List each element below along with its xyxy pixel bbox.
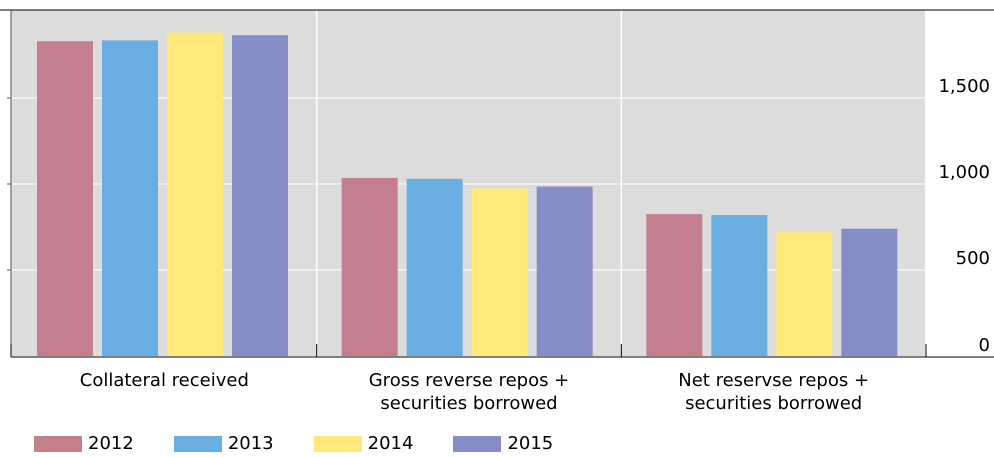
legend-label: 2015 xyxy=(507,433,554,454)
legend-item-2014: 2014 xyxy=(313,433,414,455)
y-tick-label: 0 xyxy=(979,335,990,356)
category-label: Net reservse repos + xyxy=(678,370,869,391)
plot-area xyxy=(11,10,925,356)
x-axis xyxy=(0,9,994,358)
gridlines xyxy=(11,10,925,356)
bar-2013-cat-3 xyxy=(711,214,768,356)
legend-label: 2013 xyxy=(227,433,274,454)
category-label: Collateral received xyxy=(80,370,249,391)
bar-2013-cat-2 xyxy=(406,178,463,356)
legend-item-2012: 2012 xyxy=(34,433,134,455)
bar-2014-cat-3 xyxy=(776,232,833,356)
category-label: securities borrowed xyxy=(685,393,862,414)
bar-2012-cat-3 xyxy=(646,214,703,356)
legend-label: 2014 xyxy=(367,433,414,454)
legend-item-2013: 2013 xyxy=(173,433,274,455)
bar-2012-cat-2 xyxy=(341,177,398,356)
bar-2012-cat-1 xyxy=(37,41,93,357)
bar-2015-cat-2 xyxy=(536,186,593,356)
legend-label: 2012 xyxy=(88,433,134,454)
category-label: Gross reverse repos + xyxy=(369,370,570,391)
bar-2015-cat-1 xyxy=(232,35,288,356)
bar-chart: 0 500 1,000 1,500 Collateral received Gross … xyxy=(0,9,994,414)
category-labels: Collateral received Gross reverse repos +… xyxy=(80,370,869,414)
bar-2014-cat-1 xyxy=(167,32,223,356)
y-tick-label: 1,000 xyxy=(938,162,990,183)
legend-swatch xyxy=(313,436,362,452)
legend-swatch xyxy=(453,436,502,452)
legend-item-2015: 2015 xyxy=(453,433,553,455)
category-label: securities borrowed xyxy=(380,393,557,414)
y-tick-label: 1,500 xyxy=(938,76,990,97)
bar-2013-cat-1 xyxy=(102,40,158,356)
y-axis-tick-labels: 0 500 1,000 1,500 xyxy=(938,76,990,356)
y-tick-label: 500 xyxy=(956,248,990,269)
bar-2014-cat-2 xyxy=(471,188,528,356)
legend-swatch xyxy=(173,436,222,452)
legend: 2012 2013 2014 2015 xyxy=(34,433,593,455)
bar-2015-cat-3 xyxy=(841,228,898,356)
bars xyxy=(37,32,898,357)
legend-swatch xyxy=(34,436,82,452)
